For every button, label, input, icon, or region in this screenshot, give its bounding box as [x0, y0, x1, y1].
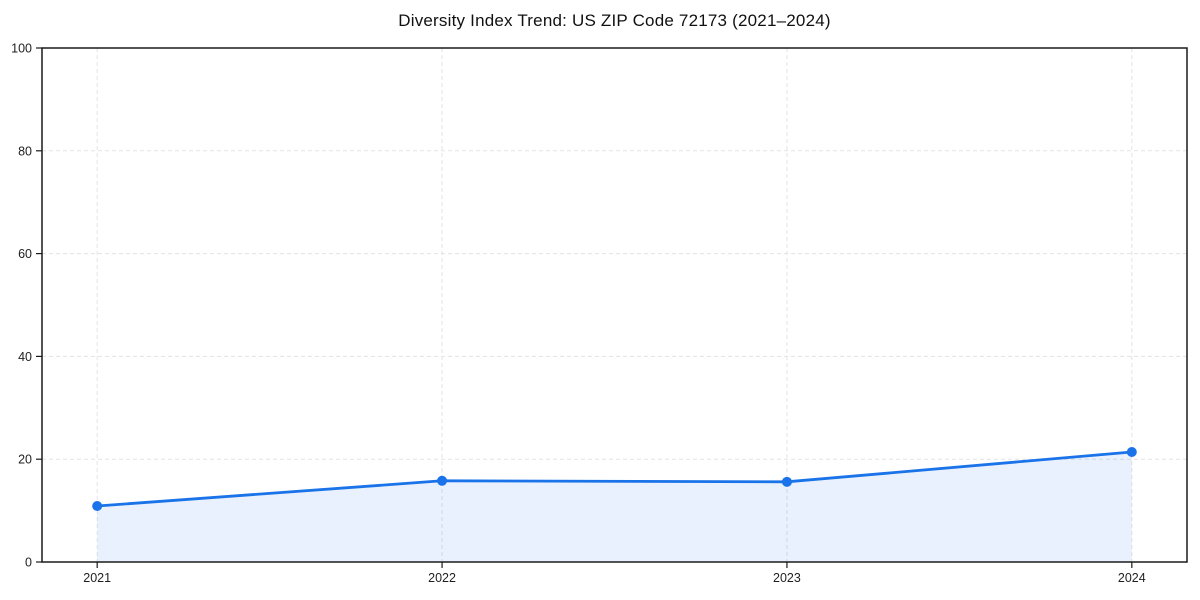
- data-point: [781, 476, 792, 487]
- y-tick-label: 100: [11, 42, 32, 56]
- x-tick-label: 2022: [428, 571, 456, 585]
- y-tick-label: 60: [18, 247, 32, 261]
- data-point: [1126, 447, 1137, 458]
- y-tick-label: 40: [18, 350, 32, 364]
- axis-ticks: [36, 47, 1133, 568]
- area-fill: [97, 452, 1132, 562]
- trend-line: [95, 450, 1134, 508]
- data-point: [437, 475, 448, 486]
- y-tick-label: 80: [18, 144, 32, 158]
- x-tick-label: 2021: [83, 571, 111, 585]
- data-point: [92, 500, 103, 511]
- axis-tick-labels: 0 20 40 60 80 100 2021 2022 2023 2024: [11, 42, 1146, 586]
- y-tick-label: 20: [18, 453, 32, 467]
- y-tick-label: 0: [25, 556, 32, 570]
- x-tick-label: 2023: [773, 571, 801, 585]
- data-points: [92, 447, 1137, 511]
- chart-title: Diversity Index Trend: US ZIP Code 72173…: [398, 11, 831, 30]
- x-tick-label: 2024: [1118, 571, 1146, 585]
- axis-spines: [41, 47, 1188, 563]
